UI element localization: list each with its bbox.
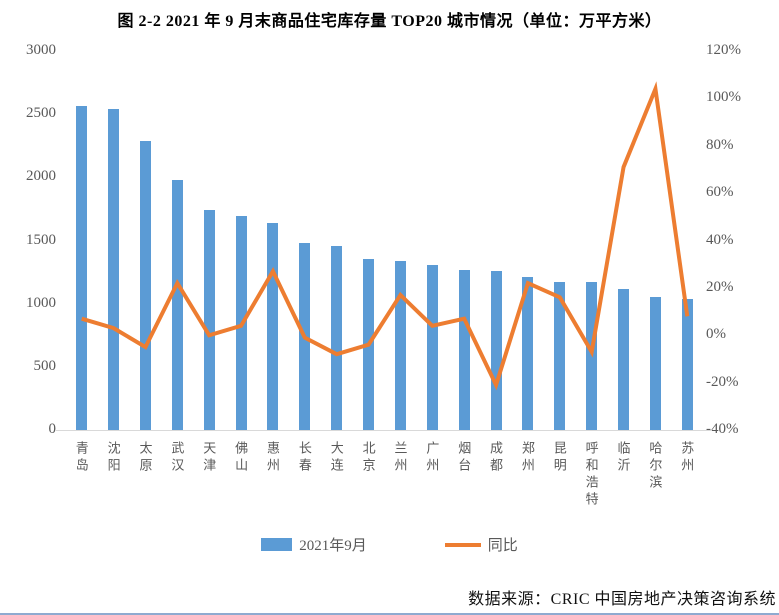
x-axis-category-label: 呼和浩特 xyxy=(583,441,599,509)
y-axis-left-tick-label: 500 xyxy=(33,357,57,374)
x-axis-category-label: 沈阳 xyxy=(105,441,121,475)
x-axis-category-label: 北京 xyxy=(360,441,376,475)
legend-item-bar-series: 2021年9月 xyxy=(261,534,367,555)
x-axis-category-label: 昆明 xyxy=(551,441,567,475)
y-axis-right-tick-label: -40% xyxy=(706,421,739,437)
bar xyxy=(618,288,630,430)
bar xyxy=(394,261,406,430)
x-axis-category-label: 广州 xyxy=(424,441,440,475)
bar xyxy=(299,243,311,430)
y-axis-left-tick-label: 0 xyxy=(48,421,57,437)
y-axis-left-tick-label: 1500 xyxy=(26,231,56,248)
data-source-note: 数据来源：CRIC 中国房地产决策咨询系统 xyxy=(468,591,776,608)
y-axis-right-tick-label: -20% xyxy=(706,373,739,390)
bar xyxy=(235,216,247,430)
y-axis-right-tick-label: 80% xyxy=(706,136,734,153)
y-axis-left-tick-label: 3000 xyxy=(26,42,56,58)
y-axis-right-tick-label: 120% xyxy=(706,42,741,58)
bar xyxy=(458,269,470,430)
chart-title: 图 2-2 2021 年 9 月末商品住宅库存量 TOP20 城市情况（单位：万… xyxy=(117,13,662,30)
bar xyxy=(586,282,598,430)
bar xyxy=(522,277,534,430)
x-axis-category-label: 青岛 xyxy=(73,441,89,475)
y-axis-left-tick-label: 1000 xyxy=(26,294,56,311)
y-axis-left-tick-label: 2000 xyxy=(26,168,56,185)
bar xyxy=(203,209,215,430)
x-axis-category-label: 太原 xyxy=(137,441,153,475)
bar xyxy=(649,297,661,430)
x-axis-category-label: 兰州 xyxy=(392,441,408,475)
y-axis-right-tick-label: 100% xyxy=(706,89,741,106)
line-series-swatch xyxy=(444,542,481,547)
x-axis-category-label: 成都 xyxy=(488,441,504,475)
x-axis-category-label: 武汉 xyxy=(169,441,185,475)
x-axis-category-label: 长春 xyxy=(296,441,312,475)
bar xyxy=(426,265,438,430)
bar-series-swatch xyxy=(261,538,293,551)
bar xyxy=(331,246,343,430)
x-axis-category-label: 苏州 xyxy=(679,441,695,475)
y-axis-left-tick-label: 2500 xyxy=(26,105,56,122)
x-axis-category-label: 惠州 xyxy=(264,441,280,475)
legend: 2021年9月 同比 xyxy=(0,534,779,555)
bar xyxy=(139,140,151,430)
bar xyxy=(267,222,279,430)
x-axis-category-label: 烟台 xyxy=(456,441,472,475)
bar-series-label: 2021年9月 xyxy=(299,538,367,554)
bar xyxy=(76,105,88,430)
y-axis-right-tick-label: 40% xyxy=(706,231,734,248)
line-series-label: 同比 xyxy=(487,538,518,554)
x-axis-category-label: 大连 xyxy=(328,441,344,475)
bar xyxy=(681,299,693,430)
y-axis-right-tick-label: 20% xyxy=(706,278,734,295)
y-axis-right-tick-label: 0% xyxy=(706,326,726,343)
x-axis-category-label: 哈尔滨 xyxy=(647,441,663,492)
bar xyxy=(171,179,183,430)
bar xyxy=(490,271,502,430)
bottom-border-rule xyxy=(0,613,779,615)
x-axis-category-label: 佛山 xyxy=(233,441,249,475)
legend-item-line-series: 同比 xyxy=(444,534,518,555)
y-axis-right-tick-label: 60% xyxy=(706,184,734,201)
bar xyxy=(108,109,120,430)
x-axis-category-label: 临沂 xyxy=(615,441,631,475)
bar xyxy=(554,281,566,430)
bar xyxy=(363,259,375,430)
x-axis-line xyxy=(56,430,712,431)
x-axis-category-label: 天津 xyxy=(201,441,217,475)
x-axis-category-label: 郑州 xyxy=(519,441,535,475)
